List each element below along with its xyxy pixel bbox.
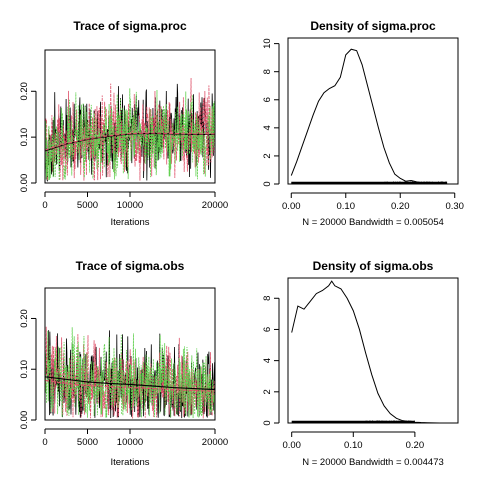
x-axis-label: N = 20000 Bandwidth = 0.005054 — [302, 217, 444, 228]
x-tick-label: 0.20 — [406, 440, 425, 451]
x-tick-label: 0.10 — [337, 201, 356, 212]
x-tick-label: 20000 — [202, 437, 228, 448]
running-mean-line-2 — [44, 132, 215, 151]
chain-3-trace — [44, 327, 216, 419]
y-tick-label: 8 — [262, 296, 273, 301]
y-tick-label: 0.20 — [19, 82, 30, 101]
x-tick-label: 0.00 — [282, 440, 301, 451]
y-tick-label: 10 — [262, 38, 273, 49]
plot-frame — [44, 287, 216, 421]
y-tick-label: 0.00 — [19, 174, 30, 193]
density-plot-sigma-proc: Density of sigma.proc 0.00 0.10 0.20 0.30 0 2 4… — [262, 19, 464, 228]
x-tick-label: 0.10 — [344, 440, 363, 451]
y-tick-label: 0 — [262, 181, 273, 186]
chain-2-trace — [44, 78, 216, 181]
x-tick-label: 0.00 — [282, 201, 301, 212]
x-axis-label: Iterations — [110, 217, 149, 228]
running-mean-line-2 — [44, 379, 216, 392]
x-tick-label: 5000 — [77, 200, 98, 211]
plot-frame — [287, 277, 459, 424]
y-tick-label: 0.10 — [19, 128, 30, 147]
chart-title: Trace of sigma.obs — [76, 259, 185, 273]
x-tick-label: 10000 — [117, 437, 143, 448]
density-curve — [290, 48, 450, 185]
x-axis-label: Iterations — [110, 457, 149, 468]
plot-frame — [44, 49, 216, 184]
chain-3-trace — [44, 88, 216, 181]
y-tick-label: 8 — [262, 69, 273, 74]
y-tick-label: 0 — [262, 420, 273, 425]
running-mean-line-1 — [44, 376, 216, 391]
x-tick-label: 20000 — [202, 200, 228, 211]
chart-title: Density of sigma.obs — [313, 259, 434, 273]
y-tick-label: 0.00 — [19, 411, 30, 430]
plot-frame — [287, 37, 459, 185]
x-tick-label: 10000 — [117, 200, 143, 211]
chart-title: Density of sigma.proc — [310, 19, 436, 33]
y-tick-label: 0.10 — [19, 360, 30, 379]
x-tick-label: 0.30 — [445, 201, 464, 212]
x-tick-label: 0.20 — [391, 201, 410, 212]
density-plot-sigma-obs: Density of sigma.obs 0.00 0.10 0.20 0 2 4 6 8 N =… — [262, 259, 459, 468]
x-tick-label: 5000 — [77, 437, 98, 448]
density-curve — [291, 280, 440, 424]
trace-plot-sigma-proc: Trace of sigma.proc 0 5000 10000 20000 0.00 0.… — [19, 19, 228, 228]
y-tick-label: 4 — [262, 125, 273, 130]
y-tick-label: 0.20 — [19, 309, 30, 328]
trace-plot-sigma-obs: Trace of sigma.obs 0 5000 10000 20000 0.00 0.1… — [19, 259, 228, 468]
x-axis-label: N = 20000 Bandwidth = 0.004473 — [302, 457, 444, 468]
y-tick-label: 4 — [262, 358, 273, 363]
x-tick-label: 0 — [42, 200, 47, 211]
x-tick-label: 0 — [42, 437, 47, 448]
y-tick-label: 6 — [262, 97, 273, 102]
chart-title: Trace of sigma.proc — [73, 19, 187, 33]
y-tick-label: 2 — [262, 389, 273, 394]
y-tick-label: 2 — [262, 153, 273, 158]
y-tick-label: 6 — [262, 327, 273, 332]
